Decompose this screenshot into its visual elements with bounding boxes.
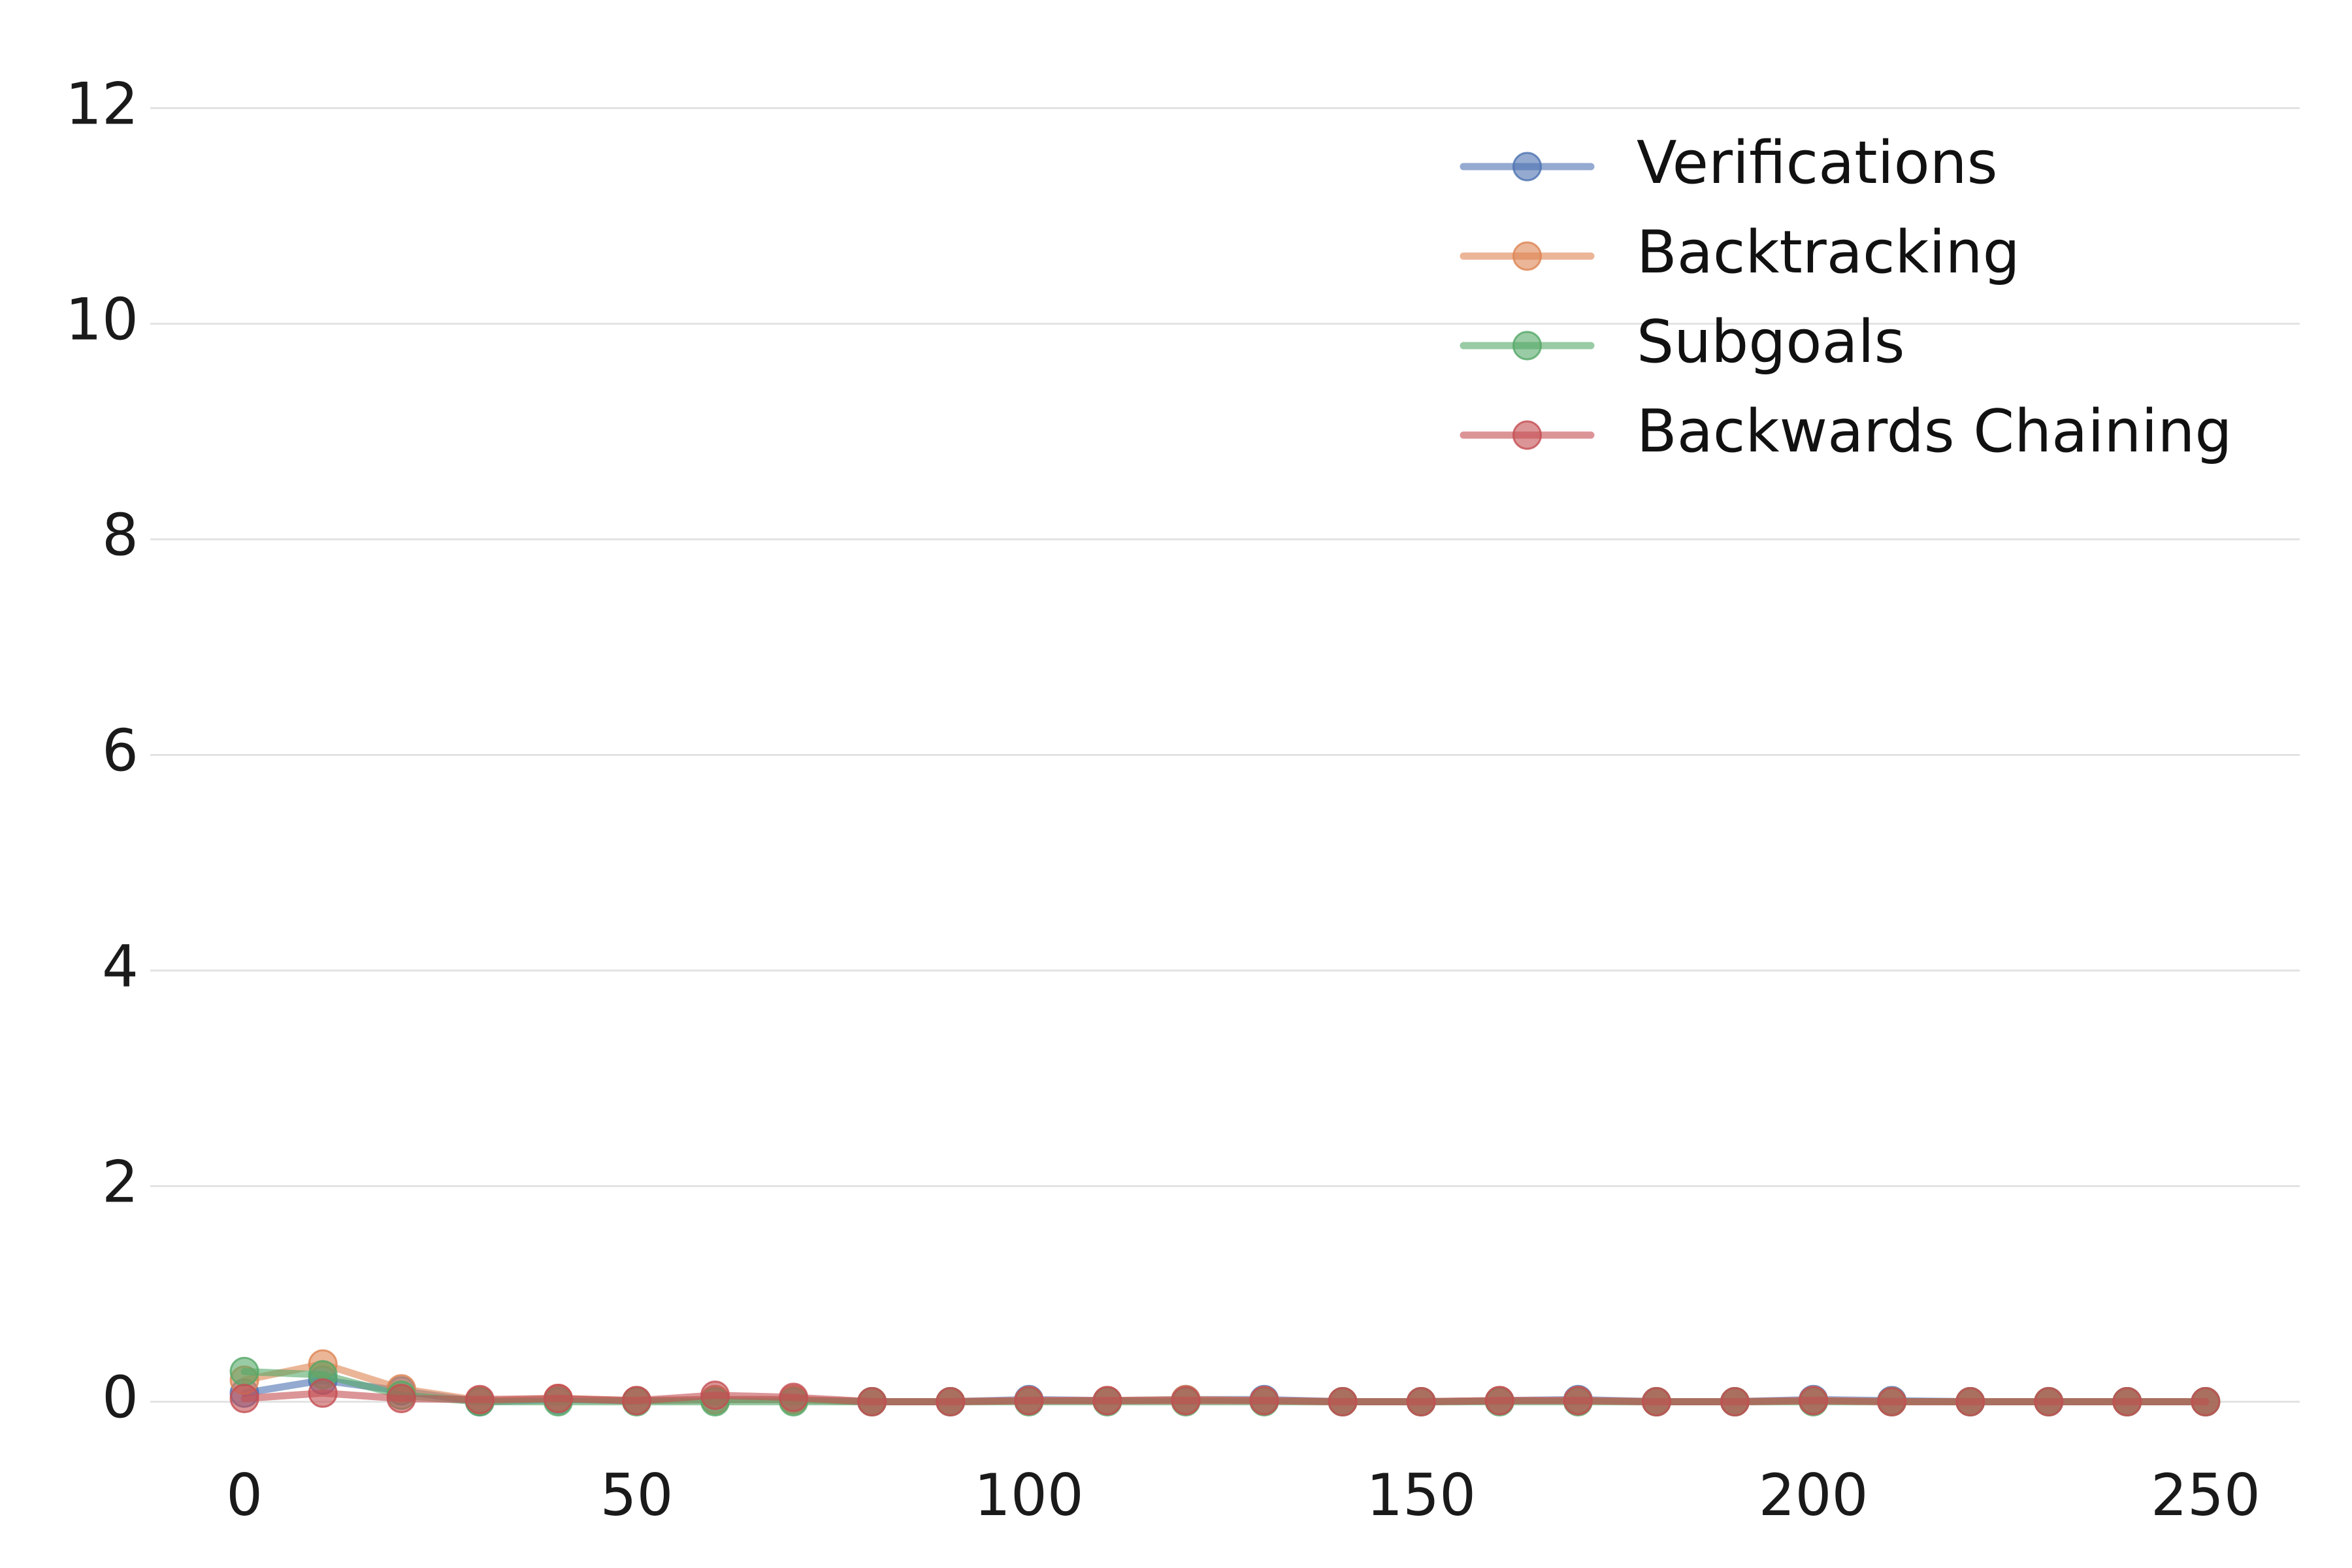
data-point bbox=[229, 1356, 259, 1386]
legend-item-subgoals: Subgoals bbox=[1460, 308, 1905, 376]
data-point bbox=[1171, 1386, 1201, 1416]
series-backtracking bbox=[229, 1349, 2221, 1416]
data-point bbox=[308, 1378, 338, 1408]
x-tick-label: 50 bbox=[600, 1462, 673, 1529]
data-point bbox=[700, 1380, 730, 1411]
legend-marker bbox=[1512, 152, 1542, 182]
y-tick-label: 4 bbox=[102, 932, 139, 1000]
y-tick-label: 8 bbox=[102, 501, 139, 568]
data-point bbox=[1563, 1386, 1593, 1416]
data-point bbox=[1014, 1386, 1044, 1416]
data-point bbox=[1406, 1387, 1436, 1416]
y-tick-label: 0 bbox=[102, 1364, 139, 1431]
data-point bbox=[1955, 1387, 1985, 1416]
legend-marker bbox=[1512, 331, 1542, 361]
data-point bbox=[936, 1387, 966, 1416]
data-point bbox=[1249, 1386, 1279, 1416]
data-point bbox=[465, 1384, 495, 1414]
data-point bbox=[229, 1384, 259, 1414]
legend-label: Backwards Chaining bbox=[1637, 397, 2232, 466]
data-point bbox=[2112, 1387, 2142, 1416]
x-tick-label: 150 bbox=[1366, 1462, 1476, 1529]
x-axis-ticks: 0 50 100 150 200 250 bbox=[226, 1462, 2261, 1529]
data-point bbox=[1484, 1386, 1514, 1416]
legend-item-verifications: Verifications bbox=[1460, 129, 1998, 197]
series-group bbox=[229, 1349, 2221, 1416]
legend-label: Backtracking bbox=[1637, 218, 2020, 287]
x-tick-label: 0 bbox=[226, 1462, 263, 1529]
x-tick-label: 100 bbox=[974, 1462, 1084, 1529]
data-point bbox=[1720, 1387, 1750, 1416]
legend-item-backwards-chaining: Backwards Chaining bbox=[1460, 397, 2232, 466]
legend-label: Verifications bbox=[1637, 129, 1998, 197]
x-tick-label: 200 bbox=[1759, 1462, 1869, 1529]
legend-marker bbox=[1512, 420, 1542, 450]
x-tick-label: 250 bbox=[2151, 1462, 2261, 1529]
data-point bbox=[386, 1384, 416, 1414]
gridlines bbox=[150, 107, 2300, 1403]
series-verifications bbox=[229, 1365, 2221, 1416]
series-backwards-chaining bbox=[229, 1378, 2221, 1416]
data-point bbox=[1641, 1387, 1671, 1416]
y-tick-label: 10 bbox=[65, 286, 139, 353]
series-subgoals bbox=[229, 1356, 2221, 1416]
data-point bbox=[543, 1384, 573, 1414]
legend: Verifications Backtracking Subgoals Backwar… bbox=[1460, 129, 2232, 466]
data-point bbox=[621, 1386, 651, 1416]
data-point bbox=[2034, 1387, 2064, 1416]
y-tick-label: 2 bbox=[102, 1148, 139, 1215]
data-point bbox=[779, 1382, 809, 1413]
data-point bbox=[1799, 1386, 1829, 1416]
y-tick-label: 12 bbox=[65, 70, 139, 137]
y-axis-ticks: 0 2 4 6 8 10 12 bbox=[65, 70, 139, 1431]
data-point bbox=[1328, 1387, 1358, 1416]
y-tick-label: 6 bbox=[102, 717, 139, 784]
data-point bbox=[1092, 1386, 1122, 1416]
data-point bbox=[1877, 1387, 1907, 1416]
data-point bbox=[857, 1387, 887, 1416]
legend-label: Subgoals bbox=[1637, 308, 1905, 376]
data-point bbox=[2191, 1387, 2221, 1416]
legend-marker bbox=[1512, 241, 1542, 271]
legend-item-backtracking: Backtracking bbox=[1460, 218, 2020, 287]
